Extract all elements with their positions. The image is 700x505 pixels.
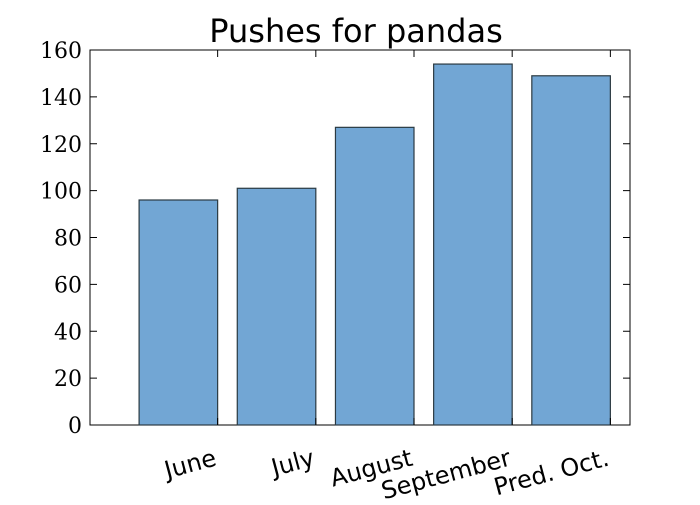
bar [236, 187, 317, 426]
y-tick-label: 20 [54, 367, 82, 392]
y-tick-label: 40 [54, 320, 82, 345]
bars [138, 63, 611, 426]
y-tick-label: 120 [40, 133, 82, 158]
y-axis-tick-labels: 0 20 40 60 80 100 120 140 160 [40, 39, 82, 439]
bar [138, 199, 219, 426]
bar [334, 126, 415, 426]
bar [433, 63, 513, 426]
tick-marks [90, 49, 630, 426]
y-tick-label: 140 [40, 86, 82, 111]
x-tick-label: July [266, 444, 317, 483]
y-tick-label: 0 [68, 414, 82, 439]
bar [531, 75, 611, 426]
x-tick-label: June [160, 444, 220, 485]
chart-title: Pushes for pandas [209, 12, 502, 50]
x-tick-label: Pred. Oct. [491, 444, 612, 500]
y-tick-label: 80 [54, 227, 82, 252]
y-tick-label: 160 [40, 39, 82, 64]
y-tick-label: 60 [54, 273, 82, 298]
y-tick-label: 100 [40, 180, 82, 205]
